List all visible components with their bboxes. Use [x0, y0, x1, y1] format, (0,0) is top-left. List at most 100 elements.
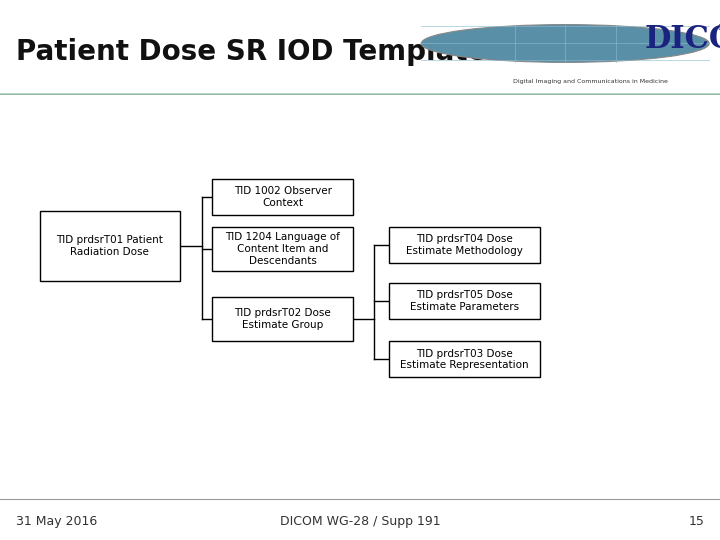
Bar [0, 93, 720, 94]
Bar [0, 93, 720, 94]
Bar [0, 93, 720, 94]
Text: DICOM: DICOM [644, 24, 720, 55]
Bar [0, 93, 720, 94]
Bar [0, 93, 720, 94]
Bar [0, 93, 720, 94]
Bar [0, 93, 720, 94]
Bar [0, 93, 720, 94]
Bar [0, 93, 720, 94]
Bar [0, 93, 720, 94]
Text: Patient Dose SR IOD Templates: Patient Dose SR IOD Templates [16, 38, 503, 66]
Bar [0, 93, 720, 94]
Bar [0, 93, 720, 94]
Bar [0, 93, 720, 94]
Bar [0, 93, 720, 94]
Bar [0, 93, 720, 94]
FancyBboxPatch shape [389, 283, 540, 319]
Bar [0, 93, 720, 94]
Bar [0, 93, 720, 94]
FancyBboxPatch shape [389, 341, 540, 377]
Bar [0, 93, 720, 94]
Bar [0, 93, 720, 94]
Bar [0, 93, 720, 94]
Text: 15: 15 [688, 515, 704, 528]
Bar [0, 93, 720, 94]
Bar [0, 93, 720, 94]
FancyBboxPatch shape [212, 227, 353, 271]
Bar [0, 93, 720, 94]
Bar [0, 93, 720, 94]
Bar [0, 93, 720, 94]
Bar [0, 93, 720, 94]
Text: TID prdsrT01 Patient
Radiation Dose: TID prdsrT01 Patient Radiation Dose [56, 235, 163, 256]
Bar [0, 93, 720, 94]
Bar [0, 93, 720, 94]
Circle shape [421, 25, 709, 62]
Text: Patient Radiation Dose SR (P-RDSR): Patient Radiation Dose SR (P-RDSR) [16, 11, 269, 24]
Bar [0, 93, 720, 94]
Bar [0, 93, 720, 94]
Bar [0, 93, 720, 94]
Text: TID prdsrT05 Dose
Estimate Parameters: TID prdsrT05 Dose Estimate Parameters [410, 291, 519, 312]
Bar [0, 93, 720, 94]
Bar [0, 93, 720, 94]
Bar [0, 93, 720, 94]
Bar [0, 93, 720, 94]
Bar [0, 93, 720, 94]
Bar [0, 93, 720, 94]
Bar [0, 93, 720, 94]
Bar [0, 93, 720, 94]
Bar [0, 93, 720, 94]
Text: Digital Imaging and Communications in Medicine: Digital Imaging and Communications in Me… [513, 79, 668, 84]
Bar [0, 93, 720, 94]
Bar [0, 93, 720, 94]
Bar [0, 93, 720, 94]
Bar [0, 93, 720, 94]
Text: TID prdsrT03 Dose
Estimate Representation: TID prdsrT03 Dose Estimate Representatio… [400, 348, 528, 370]
Bar [0, 93, 720, 94]
Bar [0, 93, 720, 94]
Bar [0, 93, 720, 94]
FancyBboxPatch shape [40, 211, 180, 281]
Bar [0, 93, 720, 94]
Bar [0, 93, 720, 94]
Bar [0, 93, 720, 94]
FancyBboxPatch shape [389, 227, 540, 263]
Bar [0, 93, 720, 94]
Bar [0, 93, 720, 94]
Bar [0, 93, 720, 94]
Bar [0, 93, 720, 94]
Text: TID prdsrT04 Dose
Estimate Methodology: TID prdsrT04 Dose Estimate Methodology [406, 234, 523, 256]
Bar [0, 93, 720, 94]
Text: TID prdsrT02 Dose
Estimate Group: TID prdsrT02 Dose Estimate Group [234, 308, 331, 330]
Bar [0, 93, 720, 94]
Bar [0, 93, 720, 94]
Text: TID 1002 Observer
Context: TID 1002 Observer Context [233, 186, 332, 207]
Bar [0, 93, 720, 94]
Bar [0, 93, 720, 94]
Bar [0, 93, 720, 94]
Bar [0, 93, 720, 94]
Bar [0, 93, 720, 94]
Bar [0, 93, 720, 94]
Bar [0, 93, 720, 94]
Bar [0, 93, 720, 94]
Bar [0, 93, 720, 94]
Bar [0, 93, 720, 94]
Text: ®: ® [716, 23, 720, 33]
Bar [0, 93, 720, 94]
FancyBboxPatch shape [212, 297, 353, 341]
Bar [0, 93, 720, 94]
Bar [0, 93, 720, 94]
Bar [0, 93, 720, 94]
Bar [0, 93, 720, 94]
Bar [0, 93, 720, 94]
Bar [0, 93, 720, 94]
Bar [0, 93, 720, 94]
Bar [0, 93, 720, 94]
Bar [0, 93, 720, 94]
Bar [0, 93, 720, 94]
Bar [0, 93, 720, 94]
Bar [0, 93, 720, 94]
Bar [0, 93, 720, 94]
